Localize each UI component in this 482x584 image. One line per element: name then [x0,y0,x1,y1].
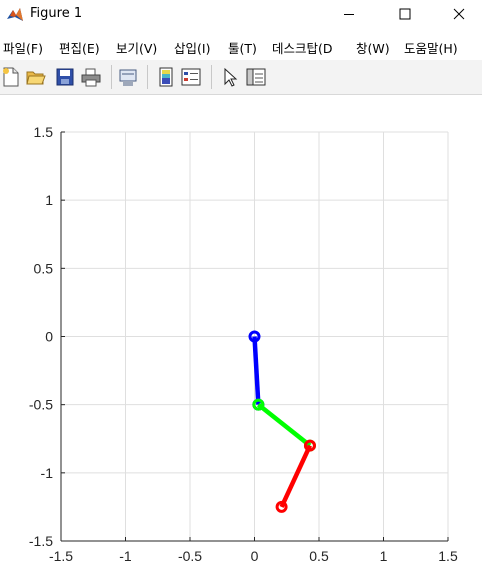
maximize-icon [399,8,411,20]
new-figure-icon[interactable] [0,66,22,88]
property-inspector-icon[interactable] [245,66,267,88]
menu-file[interactable]: 파일(F) [3,41,43,56]
y-tick-label: 0.5 [34,260,54,276]
menu-bar: 파일(F) 편집(E) 보기(V) 삽입(I) 툴(T) 데스크탑(D 창(W)… [0,30,482,60]
series-line-2 [256,402,312,448]
x-tick-label: -1 [119,548,132,564]
tick-labels: -1.5 -1 -0.5 0 0.5 1 1.5 -1.5 -1 -0.5 0 0.5 1 1.5 [29,124,458,564]
y-tick-label: -1.5 [29,533,53,549]
y-tick-label: -1 [41,465,54,481]
menu-desktop[interactable]: 데스크탑(D [272,41,333,56]
minimize-icon [344,14,354,15]
window-title: Figure 1 [30,6,83,21]
save-icon[interactable] [54,66,76,88]
open-file-icon[interactable] [25,66,47,88]
pendulum-links [248,330,316,513]
y-tick-label: 1.5 [34,124,54,140]
edit-plot-arrow-icon[interactable] [219,66,241,88]
series-marker-1 [248,330,261,343]
toolbar-separator [211,65,212,89]
series-marker-3 [275,500,288,513]
maximize-button[interactable] [380,0,430,28]
insert-legend-icon[interactable] [180,66,202,88]
figure-toolbar [0,60,482,95]
toolbar-separator [147,65,148,89]
link-plot-icon[interactable] [117,66,139,88]
axis-lines [60,131,449,542]
series-line-3 [279,444,313,508]
menu-insert[interactable]: 삽입(I) [174,41,211,56]
menu-help[interactable]: 도움말(H) [404,41,458,56]
minimize-button[interactable] [324,0,374,28]
x-tick-label: -0.5 [178,548,202,564]
x-tick-label: 1 [380,548,388,564]
series-line-1 [252,336,261,405]
series-marker-3 [303,439,316,452]
close-button[interactable] [434,0,482,28]
menu-edit[interactable]: 편집(E) [59,41,100,56]
print-icon[interactable] [80,66,102,88]
plot-area: -1.5 -1 -0.5 0 0.5 1 1.5 -1.5 -1 -0.5 0 0.5 1 1.5 [0,95,482,580]
insert-colorbar-icon[interactable] [155,66,177,88]
x-tick-label: 0 [251,548,259,564]
series-marker-2 [252,398,265,411]
x-tick-label: 1.5 [438,548,458,564]
y-tick-label: -0.5 [29,397,53,413]
close-icon [453,8,465,20]
menu-tools[interactable]: 툴(T) [228,41,257,56]
menu-view[interactable]: 보기(V) [116,41,158,56]
menu-window[interactable]: 창(W) [356,41,390,56]
x-tick-label: -1.5 [49,548,73,564]
x-tick-label: 0.5 [309,548,329,564]
y-tick-label: 1 [45,192,53,208]
matlab-icon [6,6,24,24]
y-tick-label: 0 [45,329,53,345]
axes[interactable]: -1.5 -1 -0.5 0 0.5 1 1.5 -1.5 -1 -0.5 0 0.5 1 1.5 [0,95,482,580]
title-bar: Figure 1 [0,0,482,31]
toolbar-separator [111,65,112,89]
